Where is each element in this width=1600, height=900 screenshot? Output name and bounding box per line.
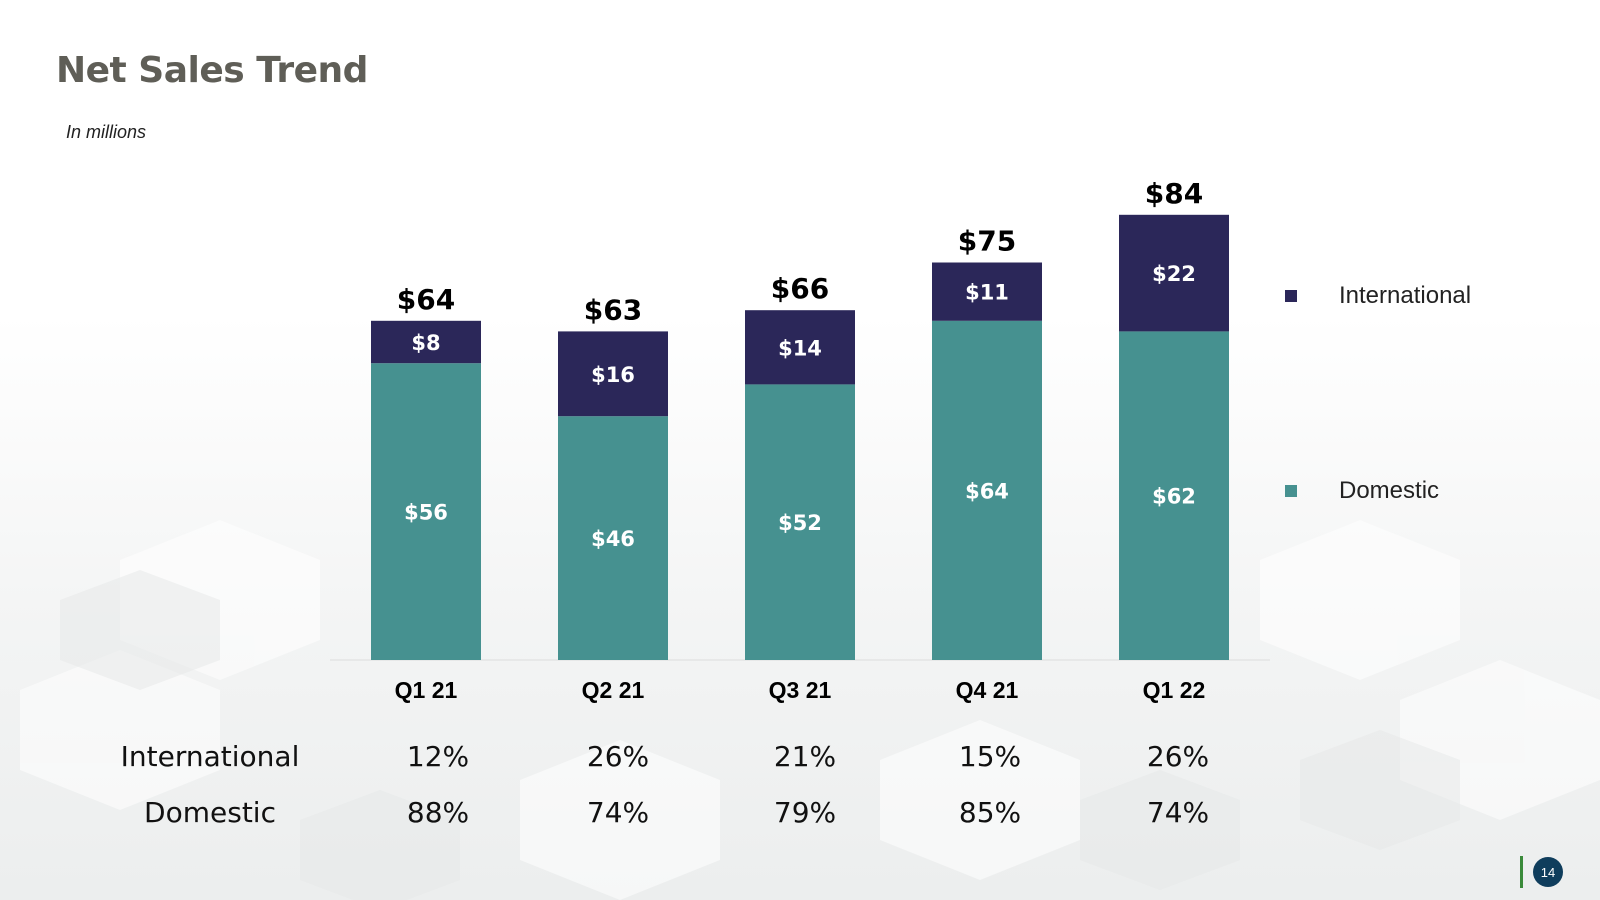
total-label: $63 — [584, 293, 642, 326]
data-label-domestic: $62 — [1152, 485, 1196, 509]
bar-international — [745, 310, 855, 385]
data-label-domestic: $52 — [778, 511, 822, 535]
x-tick-label: Q1 21 — [395, 677, 458, 703]
x-tick-label: Q4 21 — [956, 677, 1019, 703]
bar-international — [371, 320, 481, 364]
page-number-badge: 14 — [1533, 857, 1563, 887]
bar-international — [932, 262, 1042, 321]
bar-domestic — [1119, 331, 1229, 660]
bar-domestic — [558, 416, 668, 660]
total-label: $75 — [958, 225, 1016, 258]
slide-title: Net Sales Trend — [56, 50, 368, 91]
legend-swatch-international — [1285, 290, 1297, 302]
legend-swatch-domestic — [1285, 485, 1297, 497]
legend-item-international: International — [1285, 282, 1471, 310]
legend-label-domestic: Domestic — [1339, 477, 1440, 504]
legend-item-domestic: Domestic — [1285, 477, 1439, 505]
x-tick-label: Q3 21 — [769, 677, 832, 703]
bar-domestic — [745, 384, 855, 660]
bar-domestic — [932, 320, 1042, 660]
data-label-international: $11 — [965, 281, 1009, 305]
legend-label-international: International — [1339, 282, 1472, 309]
data-label-domestic: $56 — [404, 501, 448, 525]
total-label: $66 — [771, 272, 829, 305]
bar-international — [1119, 214, 1229, 332]
total-label: $84 — [1145, 177, 1203, 210]
units-note: In millions — [66, 122, 147, 142]
bar-domestic — [371, 363, 481, 660]
data-label-domestic: $64 — [965, 479, 1009, 503]
x-tick-label: Q1 22 — [1143, 677, 1206, 703]
data-label-international: $8 — [411, 331, 440, 355]
x-tick-label: Q2 21 — [582, 677, 645, 703]
data-label-international: $14 — [778, 336, 822, 360]
bar-international — [558, 331, 668, 417]
page-number-divider — [1520, 856, 1523, 888]
data-label-international: $16 — [591, 363, 635, 387]
data-label-domestic: $46 — [591, 527, 635, 551]
total-label: $64 — [397, 283, 455, 316]
data-label-international: $22 — [1152, 262, 1196, 286]
